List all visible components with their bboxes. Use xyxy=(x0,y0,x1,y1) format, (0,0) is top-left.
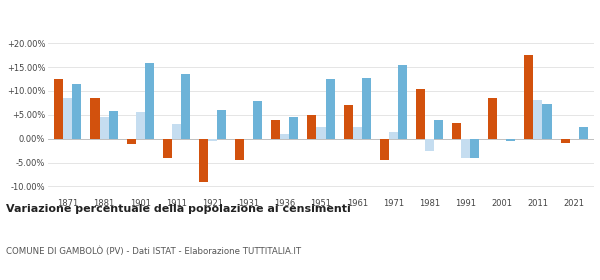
Bar xyxy=(506,139,515,141)
Bar xyxy=(55,79,64,139)
Bar xyxy=(524,55,533,139)
Text: Variazione percentuale della popolazione ai censimenti: Variazione percentuale della popolazione… xyxy=(6,204,351,214)
Bar xyxy=(73,84,82,139)
Bar xyxy=(136,112,145,139)
Bar xyxy=(172,124,181,139)
Bar xyxy=(425,139,434,151)
Bar xyxy=(235,139,244,160)
Bar xyxy=(452,123,461,139)
Bar xyxy=(470,139,479,158)
Text: COMUNE DI GAMBOLÒ (PV) - Dati ISTAT - Elaborazione TUTTITALIA.IT: COMUNE DI GAMBOLÒ (PV) - Dati ISTAT - El… xyxy=(6,246,301,256)
Bar xyxy=(100,117,109,139)
Bar xyxy=(461,139,470,158)
Bar xyxy=(389,132,398,139)
Bar xyxy=(163,139,172,158)
Bar xyxy=(280,134,289,139)
Bar xyxy=(127,139,136,144)
Bar xyxy=(326,79,335,139)
Bar xyxy=(271,120,280,139)
Bar xyxy=(289,117,298,139)
Bar xyxy=(380,139,389,160)
Bar xyxy=(398,65,407,139)
Bar xyxy=(578,127,587,139)
Bar xyxy=(217,110,226,139)
Bar xyxy=(64,98,73,139)
Bar xyxy=(181,74,190,139)
Bar xyxy=(362,78,371,139)
Bar xyxy=(488,98,497,139)
Bar xyxy=(533,101,542,139)
Bar xyxy=(145,63,154,139)
Bar xyxy=(208,139,217,141)
Bar xyxy=(91,98,100,139)
Bar xyxy=(353,127,362,139)
Bar xyxy=(307,115,316,139)
Bar xyxy=(316,127,326,139)
Bar xyxy=(109,111,118,139)
Bar xyxy=(416,88,425,139)
Bar xyxy=(344,105,353,139)
Bar xyxy=(434,120,443,139)
Bar xyxy=(199,139,208,182)
Bar xyxy=(542,104,551,139)
Bar xyxy=(560,139,569,143)
Bar xyxy=(253,101,262,139)
